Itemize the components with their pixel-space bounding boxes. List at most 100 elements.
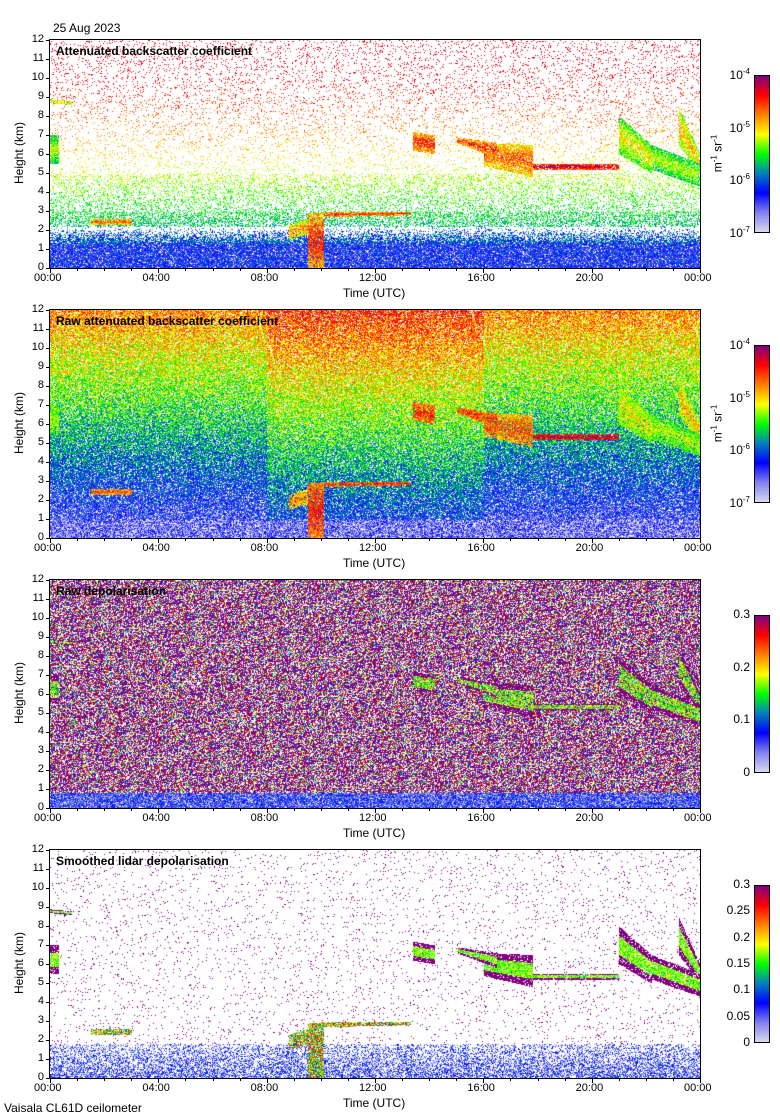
colorbar-tick-label: 0 [743,765,750,779]
y-tick [46,1040,50,1041]
y-tick [46,751,50,752]
y-tick-label: 2 [37,493,44,505]
x-minor-tick [293,268,295,271]
y-tick [46,907,50,908]
x-tick [158,1078,160,1083]
tick-base: 0.1 [733,982,750,997]
colorbar-tick-label: 10-7 [730,225,750,240]
x-tick-label: 04:00 [142,812,170,824]
x-minor-tick [645,1078,647,1081]
x-minor-tick [293,808,295,811]
colorbar-tick-label: 10-5 [730,120,750,135]
unit-exponent: -1 [709,155,719,163]
x-tick-label: 12:00 [359,812,387,824]
tick-exponent: -6 [742,442,750,452]
x-minor-tick [402,268,404,271]
y-tick [46,135,50,136]
y-axis-label: Height (km) [12,391,27,455]
y-tick-label: 11 [32,322,44,334]
x-axis-label: Time (UTC) [343,826,406,840]
x-minor-tick [239,808,241,811]
x-axis-label: Time (UTC) [343,286,406,300]
x-tick [375,808,376,813]
y-tick-label: 5 [37,166,44,178]
tick-base: 0.25 [726,903,750,918]
tick-base: 10 [729,120,743,135]
colorbar-tick-label: 0.25 [727,903,750,917]
x-tick-label: 00:00 [684,272,712,284]
tick-base: 10 [729,443,743,458]
y-tick-label: 6 [37,147,44,159]
x-tick [266,268,268,273]
tick-exponent: -7 [742,495,750,504]
y-axis-label: Height (km) [12,931,27,995]
y-tick [46,310,50,311]
y-tick [46,1059,50,1060]
x-minor-tick [185,538,187,541]
y-tick [46,40,50,41]
x-minor-tick [104,808,106,811]
y-tick-label: 2 [37,763,44,775]
x-minor-tick [320,1078,322,1081]
y-tick [46,694,50,695]
tick-base: 0.3 [733,877,750,891]
x-tick [591,268,593,273]
x-tick [700,268,701,273]
x-minor-tick [564,1078,566,1081]
y-tick [46,329,50,330]
x-tick [50,268,51,273]
y-tick [46,97,50,98]
tick-exponent: -5 [742,389,750,399]
colorbar-tick-label: 0.2 [733,660,750,674]
tick-base: 0 [743,765,750,779]
x-tick-label: 04:00 [142,272,170,284]
x-tick [158,268,160,273]
y-tick-label: 10 [31,341,44,353]
x-minor-tick [672,1078,674,1081]
y-tick [46,116,50,117]
heatmap-panel: Attenuated backscatter coefficient [49,39,701,269]
x-tick [375,538,376,543]
x-tick-label: 00:00 [34,542,62,554]
x-tick-label: 00:00 [34,1082,62,1094]
y-tick [46,675,50,676]
x-tick [700,808,701,813]
y-tick [46,850,50,851]
x-tick [50,1078,51,1083]
tick-base: 0 [743,1035,750,1049]
heatmap-panel: Raw attenuated backscatter coefficient [49,309,701,539]
y-tick [46,211,50,212]
x-minor-tick [320,268,322,271]
y-tick [46,249,50,250]
y-tick [46,348,50,349]
x-minor-tick [212,1078,214,1081]
y-tick-label: 2 [37,1033,44,1045]
y-tick-label: 9 [37,90,44,102]
x-minor-tick [77,1078,79,1081]
colorbar-tick-label: 10-5 [730,390,750,405]
colorbar-tick-label: 0.15 [727,956,750,970]
y-tick [46,462,50,463]
x-minor-tick [456,1078,458,1081]
x-tick [266,538,268,543]
y-tick [46,386,50,387]
y-tick [46,637,50,638]
unit-part: m [710,432,725,443]
x-tick [700,1078,701,1083]
y-tick-label: 12 [31,303,44,315]
y-tick-label: 10 [31,881,44,893]
x-minor-tick [456,538,458,541]
tick-base: 0.3 [733,607,750,621]
x-minor-tick [564,268,566,271]
x-minor-tick [402,1078,404,1081]
colorbar [754,615,770,773]
x-minor-tick [212,268,214,271]
unit-exponent: -1 [709,134,719,142]
y-tick-label: 7 [37,668,44,680]
x-tick-label: 12:00 [359,272,387,284]
x-tick-label: 04:00 [142,1082,170,1094]
x-minor-tick [645,268,647,271]
y-tick-label: 4 [37,995,44,1007]
x-tick-label: 08:00 [250,272,279,284]
